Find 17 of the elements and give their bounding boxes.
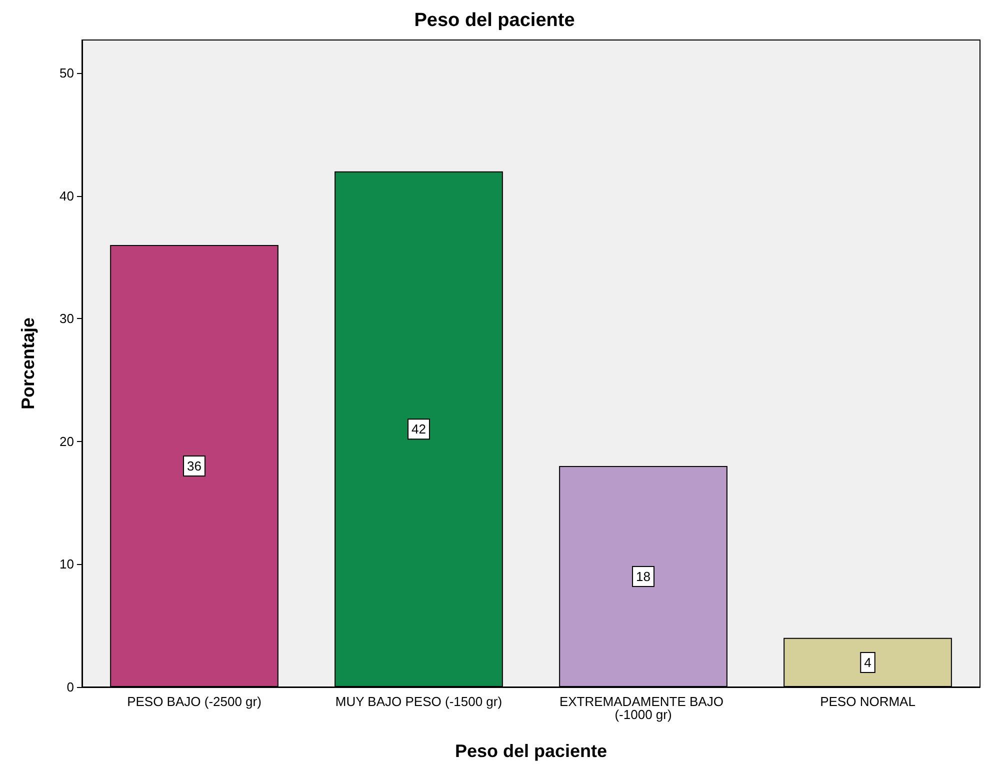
chart-title: Peso del paciente [414,10,575,31]
x-tick-label: PESO BAJO (-2500 gr) [127,694,262,709]
data-label: 42 [412,422,426,437]
data-label: 18 [636,569,650,584]
y-tick-label: 50 [60,66,74,81]
y-tick-label: 30 [60,311,74,326]
y-tick-label: 0 [66,680,74,694]
y-tick-label: 20 [60,434,74,449]
data-label: 36 [187,458,202,474]
y-tick-label: 40 [60,188,74,204]
y-tick-label: 10 [60,556,74,572]
x-tick-label: EXTREMADAMENTE BAJO (-1000 gr) [559,694,728,722]
data-label: 4 [864,654,872,670]
x-tick-label: PESO NORMAL [820,694,916,709]
y-axis-title: Porcentaje [18,317,38,410]
x-axis-title: Peso del paciente [454,741,608,761]
x-tick-label: MUY BAJO PESO (-1500 gr) [335,694,502,709]
